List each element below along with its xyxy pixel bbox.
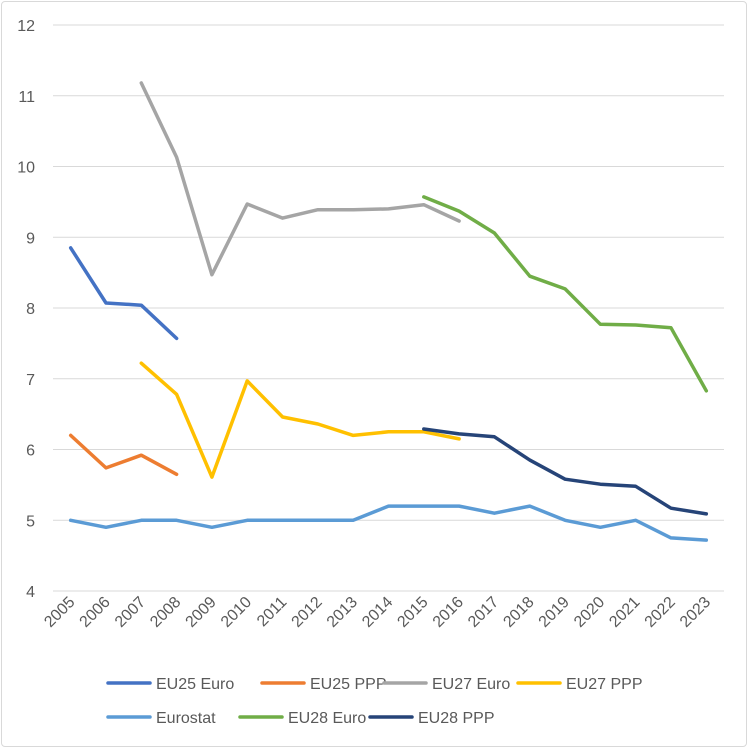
series-line-eurostat: [68, 504, 709, 542]
x-tick-label: 2016: [430, 594, 467, 631]
x-tick-label: 2017: [465, 594, 502, 631]
x-tick-label: 2015: [394, 594, 431, 631]
x-tick-label: 2023: [677, 594, 714, 631]
series-line-eu25-ppp: [68, 433, 179, 477]
y-tick-label: 7: [26, 372, 35, 389]
series-line-eu28-ppp: [422, 427, 709, 516]
x-tick-label: 2012: [289, 594, 326, 631]
x-tick-label: 2021: [606, 594, 643, 631]
series-line-eu27-ppp: [139, 361, 461, 479]
x-tick-label: 2011: [254, 594, 290, 630]
x-tick-label: 2010: [218, 594, 255, 631]
series-line-eu27-euro: [139, 81, 461, 277]
x-tick-label: 2018: [500, 594, 537, 631]
x-tick-label: 2009: [183, 594, 220, 631]
legend-label: EU27 PPP: [566, 676, 642, 693]
x-tick-label: 2020: [571, 594, 608, 631]
y-tick-label: 6: [26, 443, 35, 460]
legend-label: EU25 PPP: [310, 676, 386, 693]
y-tick-label: 5: [26, 513, 35, 530]
legend-label: EU27 Euro: [432, 676, 510, 693]
x-tick-label: 2014: [359, 594, 396, 631]
series-line-eu28-euro: [422, 195, 709, 393]
y-tick-label: 8: [26, 301, 35, 318]
y-tick-label: 9: [26, 230, 35, 247]
x-tick-label: 2019: [536, 594, 573, 631]
y-tick-label: 4: [26, 584, 35, 601]
legend-label: EU25 Euro: [156, 676, 234, 693]
x-tick-label: 2022: [642, 594, 679, 631]
y-tick-label: 10: [17, 160, 35, 177]
x-tick-label: 2007: [112, 594, 149, 631]
x-tick-label: 2008: [147, 594, 184, 631]
y-tick-label: 12: [17, 18, 35, 35]
legend-label: EU28 PPP: [418, 710, 494, 727]
x-tick-label: 2005: [41, 594, 78, 631]
legend-label: Eurostat: [156, 710, 216, 727]
legend-label: EU28 Euro: [288, 710, 366, 727]
series-line-eu25-euro: [68, 246, 179, 341]
y-tick-label: 11: [18, 89, 35, 106]
x-tick-label: 2006: [77, 594, 114, 631]
x-tick-label: 2013: [324, 594, 361, 631]
